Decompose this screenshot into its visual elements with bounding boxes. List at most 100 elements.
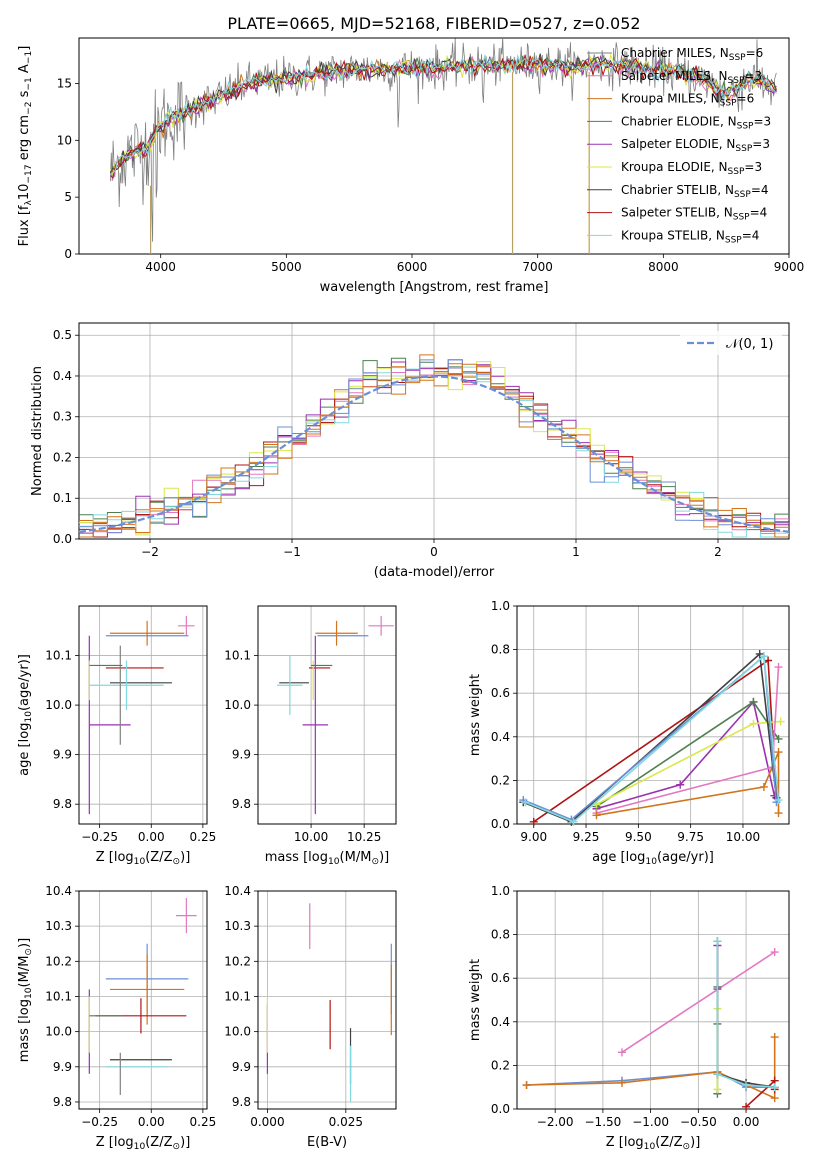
weight-marker (774, 734, 783, 743)
x-tick-label: 9.00 (520, 830, 547, 844)
y-tick-label: 10.2 (45, 954, 72, 968)
label-part: (Z/Z (145, 850, 172, 865)
weight-marker (713, 1085, 722, 1094)
x-tick-label: 8000 (648, 260, 679, 274)
label-part: mass [log (265, 850, 328, 865)
label-part: erg cm (17, 115, 32, 164)
weight-vs-Z-axes: −2.00 −1.50 −1.00 −0.50 0.00 0.0 0.2 0.4 0.6 0.8 1… (468, 884, 790, 1152)
weight-line (525, 654, 780, 823)
y-tick-label: 9.8 (53, 1095, 72, 1109)
y-axis-label: Flux [fλ10−17 erg cm−2 s−1 A−1] (17, 46, 34, 247)
label-part: )] (379, 850, 389, 865)
label-part: 10 (644, 1142, 656, 1152)
label-part: 10 (645, 857, 657, 867)
weight-marker (759, 652, 768, 661)
weight-marker (522, 1081, 531, 1090)
x-axis-label: (data-model)/error (374, 565, 495, 580)
legend-entry-count: =4 (751, 183, 769, 197)
weight-marker (749, 719, 758, 728)
x-tick-label: 9.75 (677, 830, 704, 844)
label-part: Z [log (96, 1135, 134, 1150)
y-tick-label: 0.6 (491, 971, 510, 985)
x-tick-label: −0.50 (680, 1115, 717, 1129)
legend-entry-sub: SSP (733, 213, 750, 223)
legend-entry-name: Chabrier ELODIE, N (621, 114, 737, 128)
weight-marker (774, 796, 783, 805)
y-tick-label: 15 (57, 76, 72, 90)
x-tick-label: 9.25 (573, 830, 600, 844)
label-part: mass [log (17, 999, 32, 1062)
residuals-axes: −2 −1 0 1 2 0.0 0.1 0.2 0.3 0.4 0.5 (data-model)/er… (30, 322, 790, 580)
x-tick-label: 10.25 (347, 830, 381, 844)
weight-marker (529, 817, 538, 826)
y-tick-label: 10.4 (45, 884, 72, 898)
weight-marker (521, 798, 530, 807)
x-axis-label: Z [log10(Z/Z⊙)] (96, 850, 191, 867)
label-part: age [log (592, 850, 645, 865)
legend-entry-sub: SSP (729, 53, 746, 63)
legend-entry-count: =4 (750, 206, 768, 220)
label-part: Z [log (96, 850, 134, 865)
legend-entry-sub: SSP (725, 235, 742, 245)
y-tick-label: 10.1 (45, 989, 72, 1003)
y-tick-label: 5 (64, 190, 72, 204)
x-tick-label: 0.00 (733, 1115, 760, 1129)
y-tick-label: 0.0 (491, 1102, 510, 1116)
legend-entry: Salpeter STELIB, NSSP=4 (621, 206, 767, 223)
label-part: Z [log (606, 1135, 644, 1150)
weight-line (522, 654, 778, 821)
x-tick-label: 10.00 (726, 830, 760, 844)
legend-entry: 𝒩(0, 1) (726, 337, 773, 352)
weight-marker (774, 809, 783, 818)
weight-marker (776, 717, 785, 726)
y-axis-label: mass weight (468, 674, 483, 756)
y-tick-label: 0.8 (491, 643, 510, 657)
residuals-frame (78, 322, 790, 540)
y-tick-label: 10.3 (45, 919, 72, 933)
label-part: )] (690, 1135, 700, 1150)
y-tick-label: 0.1 (53, 491, 72, 505)
x-axis-label: age [log10(age/yr)] (592, 850, 714, 867)
y-tick-label: 0.2 (491, 773, 510, 787)
x-tick-label: 10.00 (294, 830, 328, 844)
legend-entry-sub: SSP (728, 167, 745, 177)
age-vs-mass-errorbars (277, 615, 394, 815)
legend-entry-count: =3 (744, 160, 762, 174)
x-tick-label: 5000 (271, 260, 302, 274)
weight-marker (617, 1048, 626, 1057)
y-tick-label: 0.5 (53, 328, 72, 342)
y-tick-label: 10.4 (224, 884, 251, 898)
y-tick-label: 0.0 (53, 532, 72, 546)
label-part: −1 (24, 51, 34, 64)
weight-marker (592, 811, 601, 820)
x-tick-label: 7000 (522, 260, 553, 274)
label-part: 10 (134, 857, 146, 867)
x-tick-label: 2 (714, 545, 722, 559)
y-tick-label: 10.0 (45, 698, 72, 712)
y-tick-label: 9.8 (232, 1095, 251, 1109)
legend-entry-sub: SSP (737, 121, 754, 131)
weight-vs-age-axes: 9.00 9.25 9.50 9.75 10.00 0.0 0.2 0.4 0.6 0.8 1.0 a… (468, 599, 790, 867)
label-part: 10 (24, 987, 34, 999)
y-tick-label: 9.9 (232, 748, 251, 762)
age-vs-mass-axes: 10.00 10.25 9.8 9.9 10.0 10.1 mass [log10(M/M⊙… (224, 605, 397, 867)
y-tick-label: 0.8 (491, 928, 510, 942)
y-axis-label: Normed distribution (30, 366, 45, 496)
y-tick-label: 0.0 (491, 817, 510, 831)
x-tick-label: −1.00 (632, 1115, 669, 1129)
age-vs-Z-axes: −0.25 0.00 0.259.89.910.010.1Z [log10(Z/Z⊙… (17, 605, 216, 867)
x-tick-label: 0.00 (138, 1115, 165, 1129)
figure-title: PLATE=0665, MJD=52168, FIBERID=0527, z=0… (227, 14, 640, 33)
weight-marker (774, 748, 783, 757)
weight-marker (569, 817, 578, 826)
y-tick-label: 10.1 (224, 649, 251, 663)
label-part: ⊙ (173, 857, 181, 867)
y-tick-label: 10.0 (224, 698, 251, 712)
legend-entry-sub: SSP (735, 144, 752, 154)
plot-layer: 4000 5000 6000 7000 8000 9000051015wavelength… (17, 37, 804, 1152)
weight-marker (770, 948, 779, 957)
y-tick-label: 9.9 (53, 1060, 72, 1074)
x-tick-label: −1 (283, 545, 301, 559)
mass-vs-Z-frame (78, 890, 208, 1110)
